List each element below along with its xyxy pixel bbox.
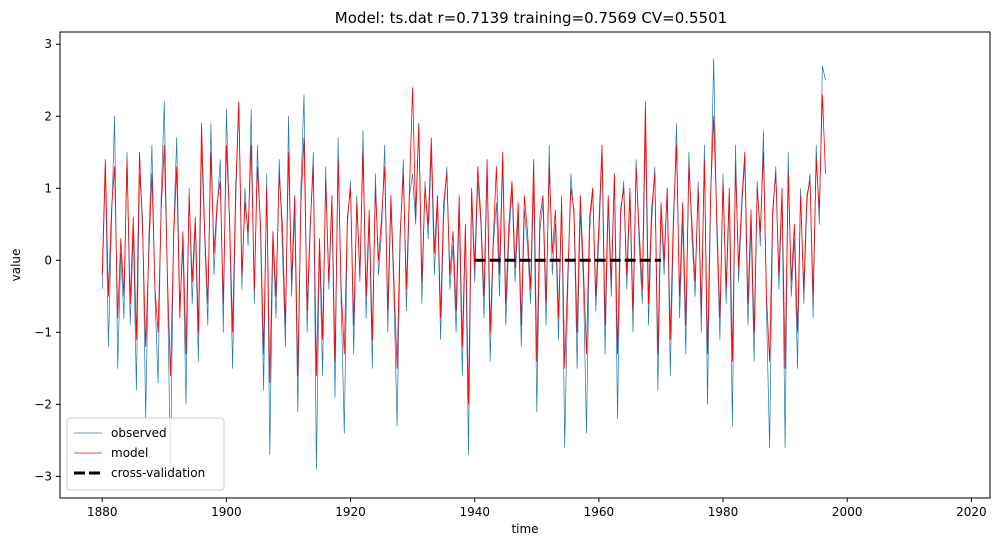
x-axis: 1880 1900 1920 1940 1960 1980 2000 2020 <box>87 498 987 519</box>
series-layer <box>101 58 826 470</box>
y-tick-label: −1 <box>34 325 52 339</box>
y-tick-label: −2 <box>34 397 52 411</box>
legend-label-cross-validation: cross-validation <box>111 466 205 480</box>
x-tick-label: 1980 <box>708 505 739 519</box>
y-tick-label: 3 <box>44 37 52 51</box>
y-tick-label: 1 <box>44 181 52 195</box>
x-tick-label: 1960 <box>584 505 615 519</box>
x-tick-label: 1900 <box>211 505 242 519</box>
legend-label-observed: observed <box>111 426 167 440</box>
y-tick-label: −3 <box>34 469 52 483</box>
x-tick-label: 2020 <box>956 505 987 519</box>
x-tick-label: 2000 <box>832 505 863 519</box>
y-axis-label: value <box>9 249 23 282</box>
x-axis-label: time <box>511 522 538 536</box>
series-line-model <box>101 87 826 405</box>
x-tick-label: 1920 <box>335 505 366 519</box>
legend-box <box>66 417 225 491</box>
x-tick-label: 1940 <box>459 505 490 519</box>
legend: observed model cross-validation <box>66 417 225 491</box>
y-axis: −3 −2 −1 0 1 2 3 <box>34 37 60 483</box>
y-tick-label: 0 <box>44 253 52 267</box>
chart-title: Model: ts.dat r=0.7139 training=0.7569 C… <box>335 9 727 27</box>
x-tick-label: 1880 <box>87 505 118 519</box>
legend-label-model: model <box>111 446 148 460</box>
y-tick-label: 2 <box>44 109 52 123</box>
